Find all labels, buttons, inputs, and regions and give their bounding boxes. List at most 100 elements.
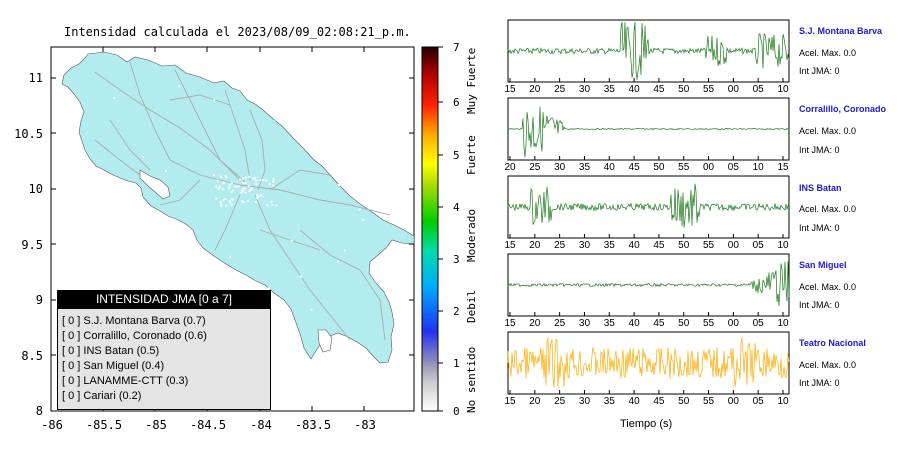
waveform-panel [507, 253, 790, 317]
town-marker [243, 187, 246, 190]
map-ytick-label: 11 [28, 71, 43, 85]
waveform-tick-label: 00 [727, 318, 739, 329]
waveform-tick-label: 45 [653, 396, 665, 407]
station-accel: Acel. Max. 0.0 [799, 282, 857, 292]
town-marker [215, 185, 218, 188]
waveform-tick-label: 25 [554, 318, 566, 329]
station-name: S.J. Montana Barva [799, 26, 883, 36]
waveform-tick-label: 20 [504, 162, 516, 173]
waveform-panel [507, 97, 790, 161]
town-marker [259, 178, 262, 181]
map-ytick-label: 10.5 [14, 127, 43, 141]
waveform-tick-label: 30 [578, 396, 591, 407]
town-marker [222, 188, 225, 191]
town-marker [237, 185, 240, 188]
station-accel: Acel. Max. 0.0 [799, 360, 857, 370]
town-marker [230, 182, 233, 185]
waveform-tick-label: 15 [504, 396, 516, 407]
colorbar-tick-label: 6 [453, 96, 460, 109]
colorbar-tick-label: 1 [453, 357, 460, 370]
town-marker [228, 183, 231, 186]
station-name: Teatro Nacional [799, 338, 866, 348]
waveform-tick-label: 40 [628, 318, 640, 329]
town-marker [266, 204, 269, 207]
town-marker [275, 204, 278, 207]
station-accel: Acel. Max. 0.0 [799, 204, 857, 214]
waveform-tick-label: 10 [777, 318, 789, 329]
waveform-tick-label: 10 [752, 162, 764, 173]
colorbar [421, 46, 439, 412]
town-marker [231, 197, 234, 200]
waveform-tick-label: 05 [752, 240, 764, 251]
town-marker [255, 183, 258, 186]
colorbar-word-fuerte: Fuerte [465, 135, 478, 175]
town-marker [259, 194, 262, 197]
town-marker [178, 85, 181, 88]
town-marker [290, 239, 293, 242]
town-marker [252, 177, 255, 180]
map-ytick-label: 9 [35, 293, 43, 307]
waveform-tick-label: 35 [603, 84, 615, 95]
waveform-trace [507, 183, 790, 228]
station-jma: Int JMA: 0 [799, 300, 840, 310]
town-marker [272, 180, 275, 183]
colorbar-word-debil: Debil [465, 289, 478, 323]
waveform-tick-label: 45 [653, 318, 665, 329]
waveform-tick-label: 35 [603, 240, 615, 251]
road [109, 119, 151, 171]
legend-row: [ 0 ] LANAMME-CTT (0.3) [62, 375, 189, 387]
waveform-tick-label: 40 [628, 84, 640, 95]
road [94, 71, 241, 181]
town-marker [255, 179, 258, 182]
town-marker [256, 197, 259, 200]
waveform-panel [507, 19, 790, 83]
town-marker [272, 184, 275, 187]
town-marker [213, 174, 216, 177]
town-marker [234, 185, 237, 188]
road [94, 139, 141, 176]
waveform-tick-label: 20 [529, 84, 541, 95]
town-marker [243, 182, 246, 185]
town-marker [251, 187, 254, 190]
station-jma: Int JMA: 0 [799, 66, 840, 76]
town-marker [218, 185, 221, 188]
town-marker [228, 199, 231, 202]
road [174, 69, 246, 183]
town-marker [229, 201, 232, 204]
town-marker [239, 178, 242, 181]
waveform-tick-label: 40 [603, 162, 615, 173]
colorbar-tick-label: 0 [453, 405, 460, 418]
waveform-panel [507, 175, 790, 239]
waveform-tick-label: 50 [678, 318, 690, 329]
town-marker [268, 182, 271, 185]
waveform-tick-label: 00 [727, 396, 739, 407]
town-marker [229, 255, 232, 258]
town-marker [255, 194, 258, 197]
town-marker [224, 175, 227, 178]
waveform-tick-label: 50 [678, 396, 690, 407]
waveform-tick-label: 15 [504, 240, 516, 251]
waveform-tick-label: 25 [529, 162, 541, 173]
town-marker [99, 177, 102, 180]
town-marker [227, 186, 230, 189]
waveform-tick-label: 45 [653, 240, 665, 251]
waveform-trace [507, 261, 790, 306]
town-marker [113, 97, 116, 100]
waveform-tick-label: 55 [702, 318, 715, 329]
town-marker [257, 195, 260, 198]
town-marker [216, 264, 219, 267]
town-marker [242, 188, 245, 191]
waveform-tick-label: 00 [702, 162, 715, 173]
road [169, 94, 231, 106]
town-marker [165, 169, 168, 172]
legend-row: [ 0 ] INS Batan (0.5) [62, 345, 160, 357]
road [299, 229, 386, 341]
map-xtick-label: -83 [354, 418, 376, 432]
waveform-tick-label: 55 [702, 240, 715, 251]
waveform-tick-label: 25 [554, 396, 566, 407]
road [214, 194, 241, 251]
town-marker [343, 249, 346, 252]
waveform-tick-label: 50 [678, 240, 690, 251]
road [239, 184, 391, 216]
legend-title: INTENSIDAD JMA [0 a 7] [57, 290, 271, 309]
